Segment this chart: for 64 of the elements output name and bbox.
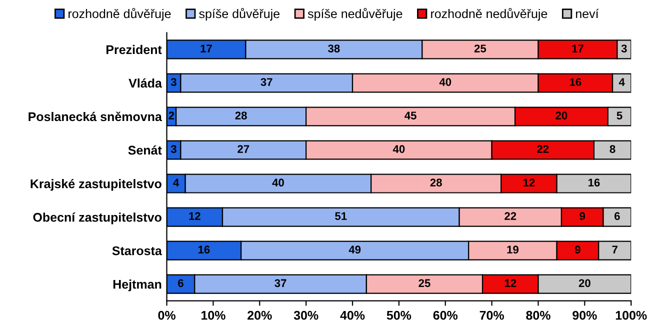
data-label: 20 (578, 279, 590, 288)
data-label: 51 (335, 212, 347, 220)
data-label: 6 (178, 279, 184, 288)
data-label: 3 (170, 145, 176, 154)
x-tick-label: 20% (248, 310, 272, 320)
data-label: 40 (439, 78, 452, 86)
legend-label: spíše nedůvěřuje (308, 8, 402, 21)
data-label: 27 (238, 145, 250, 153)
y-tick-label: Starosta (112, 246, 162, 256)
data-label: 17 (572, 44, 584, 52)
data-label: 25 (418, 279, 430, 288)
data-label: 28 (235, 112, 247, 120)
data-label: 22 (504, 212, 516, 220)
data-label: 25 (474, 44, 486, 52)
data-label: 45 (404, 112, 416, 120)
y-tick-label: Vláda (128, 78, 162, 88)
data-label: 37 (274, 279, 286, 288)
data-label: 6 (614, 212, 620, 220)
legend-label: spíše důvěřuje (199, 8, 280, 21)
data-label: 4 (618, 78, 625, 86)
data-label: 19 (507, 246, 518, 254)
data-label: 12 (189, 212, 200, 220)
data-label: 16 (198, 246, 210, 254)
x-tick-label: 90% (572, 310, 597, 320)
legend-label: neví (576, 8, 599, 18)
x-tick-label: 10% (201, 310, 226, 320)
data-label: 12 (523, 178, 535, 186)
data-label: 12 (504, 279, 516, 287)
y-tick-label: Krajské zastupitelstvo (30, 178, 162, 191)
x-tick-label: 30% (294, 310, 318, 320)
legend-label: rozhodně nedůvěřuje (431, 8, 548, 21)
data-label: 9 (580, 212, 586, 220)
data-label: 8 (610, 145, 616, 153)
data-label: 16 (570, 78, 582, 86)
x-tick-label: 80% (526, 310, 550, 320)
data-label: 28 (430, 178, 442, 187)
x-tick-label: 0% (158, 310, 176, 320)
y-tick-label: Hejtman (113, 280, 162, 292)
data-label: 37 (260, 78, 272, 86)
data-label: 2 (168, 112, 174, 120)
data-label: 17 (200, 44, 212, 52)
legend-label: rozhodně důvěřuje (68, 8, 171, 21)
data-label: 20 (556, 112, 568, 120)
data-label: 38 (328, 44, 340, 52)
data-label: 4 (173, 178, 180, 186)
x-tick-label: 100% (616, 310, 647, 320)
y-tick-label: Prezident (106, 44, 162, 54)
data-label: 7 (612, 246, 618, 254)
data-label: 40 (272, 178, 284, 187)
data-label: 3 (170, 78, 176, 86)
data-label: 5 (616, 112, 622, 120)
data-label: 49 (348, 246, 361, 254)
data-label: 3 (621, 44, 627, 52)
data-label: 22 (537, 145, 549, 153)
data-label: 40 (392, 145, 405, 153)
data-label: 16 (588, 178, 600, 187)
data-label: 9 (575, 246, 580, 254)
y-tick-label: Poslanecká sněmovna (28, 112, 162, 122)
x-tick-label: 40% (340, 310, 365, 320)
x-tick-label: 50% (386, 310, 412, 320)
y-tick-label: Senát (128, 145, 162, 155)
x-tick-label: 60% (433, 310, 458, 320)
y-tick-label: Obecní zastupitelstvo (33, 212, 162, 224)
x-tick-label: 70% (480, 310, 504, 320)
